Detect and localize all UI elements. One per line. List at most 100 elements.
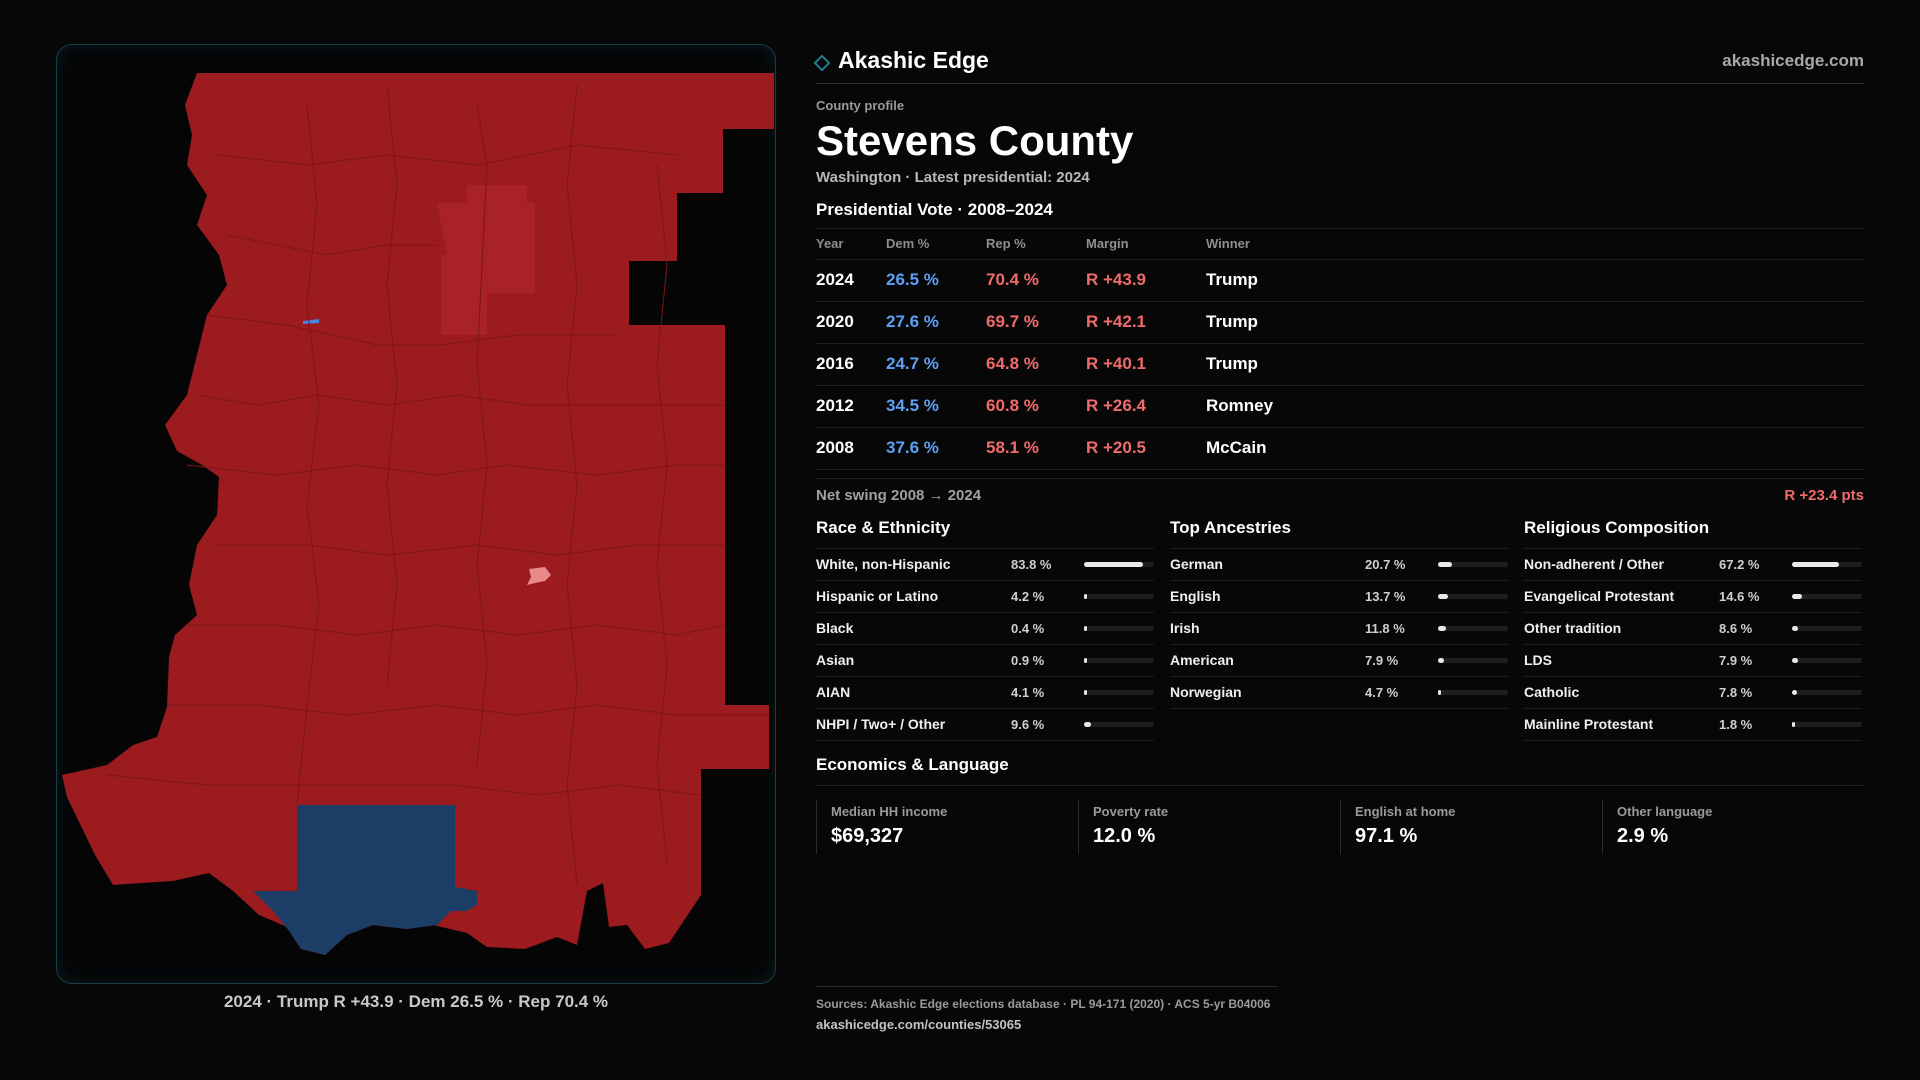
page-title: Stevens County [816,117,1134,164]
econ-value: 97.1 % [1355,824,1418,847]
demo-value: 83.8 % [1011,556,1052,572]
vote-winner: Trump [1206,259,1864,302]
demo-bar-track [1438,689,1508,695]
vote-margin: R +42.1 [1086,301,1206,344]
vote-winner: McCain [1206,427,1864,470]
econ-card: English at home 97.1 % [1340,799,1602,854]
demo-label: German [1170,556,1223,572]
diamond-icon [813,54,831,71]
demo-bar-track [1792,625,1862,631]
precinct-rep-light [437,185,535,335]
demo-bar-track [1084,625,1154,631]
econ-cards: Median HH income $69,327 Poverty rate 12.0 … [816,799,1864,854]
demo-column: Religious Composition Non-adherent / Othe… [1524,518,1862,741]
demo-label: Black [816,620,854,636]
demo-bar-fill [1438,593,1448,599]
page-subtitle: Washington · Latest presidential: 2024 [816,169,1090,186]
demo-value: 7.9 % [1365,652,1399,668]
county-url-link[interactable]: akashicedge.com/counties/53065 [816,1017,1022,1032]
demo-section-title: Top Ancestries [1170,518,1508,549]
demo-bar-fill [1792,657,1798,663]
demo-bar-track [1084,561,1154,567]
brand-name: Akashic Edge [838,47,989,73]
demo-value: 9.6 % [1011,716,1045,732]
econ-card: Poverty rate 12.0 % [1078,799,1340,854]
vote-dem: 34.5 % [886,385,986,428]
demo-row: Irish 11.8 % [1170,613,1508,645]
vote-margin: R +40.1 [1086,343,1206,386]
demo-bar-track [1084,657,1154,663]
vote-table-header: Year Dem % Rep % Margin Winner [816,229,1864,260]
demo-section-title: Race & Ethnicity [816,518,1154,549]
demo-bar-track [1438,657,1508,663]
demo-row: German 20.7 % [1170,549,1508,581]
vote-dem: 26.5 % [886,259,986,302]
demo-bar-fill [1792,721,1795,727]
vote-rep: 60.8 % [986,385,1086,428]
demo-section-title: Religious Composition [1524,518,1862,549]
vote-section-title: Presidential Vote · 2008–2024 [816,200,1864,229]
demo-bar-fill [1438,689,1442,695]
demo-label: Hispanic or Latino [816,588,939,604]
demo-row: Hispanic or Latino 4.2 % [816,581,1154,613]
demo-bar-fill [1792,561,1840,567]
vote-year: 2020 [816,301,886,344]
demo-bar-fill [1084,593,1087,599]
net-swing-row: Net swing 2008 → 2024 R +23.4 pts [816,477,1864,504]
demo-bar-track [1792,721,1862,727]
econ-label: Median HH income [831,803,948,819]
demo-value: 7.8 % [1719,684,1753,700]
demo-row: Asian 0.9 % [816,645,1154,677]
econ-section-title: Economics & Language [816,755,1864,786]
vote-year: 2012 [816,385,886,428]
vote-winner: Romney [1206,385,1864,428]
demo-bar-track [1438,593,1508,599]
vote-row-2016: 2016 24.7 % 64.8 % R +40.1 Trump [816,343,1864,386]
vote-margin: R +43.9 [1086,259,1206,302]
econ-card: Other language 2.9 % [1602,799,1864,854]
demo-bar-fill [1084,721,1091,727]
demo-bar-track [1438,625,1508,631]
vote-margin: R +20.5 [1086,427,1206,470]
demo-value: 0.9 % [1011,652,1045,668]
demo-bar-track [1084,689,1154,695]
demo-label: White, non-Hispanic [816,556,951,572]
demo-value: 20.7 % [1365,556,1406,572]
demo-label: NHPI / Two+ / Other [816,716,946,732]
col-margin: Margin [1086,229,1206,260]
precinct-dem [253,805,477,955]
demo-bar-track [1084,721,1154,727]
demo-row: Mainline Protestant 1.8 % [1524,709,1862,741]
demo-value: 7.9 % [1719,652,1753,668]
demo-row: AIAN 4.1 % [816,677,1154,709]
col-dem: Dem % [886,229,986,260]
demo-bar-fill [1438,657,1444,663]
demo-label: Mainline Protestant [1524,716,1654,732]
demo-row: Evangelical Protestant 14.6 % [1524,581,1862,613]
demo-value: 8.6 % [1719,620,1753,636]
header: Akashic Edge akashicedge.com [813,44,1864,84]
col-year: Year [816,229,886,260]
demo-label: Evangelical Protestant [1524,588,1675,604]
demo-value: 4.1 % [1011,684,1045,700]
brand-logo[interactable]: Akashic Edge [813,47,989,74]
county-shape [62,73,774,955]
brand-url-link[interactable]: akashicedge.com [1722,50,1864,70]
col-winner: Winner [1206,229,1864,260]
demo-bar-fill [1792,625,1799,631]
demo-value: 4.7 % [1365,684,1399,700]
demo-row: English 13.7 % [1170,581,1508,613]
econ-card: Median HH income $69,327 [816,799,1078,854]
vote-dem: 27.6 % [886,301,986,344]
demo-row: Non-adherent / Other 67.2 % [1524,549,1862,581]
demo-label: Other tradition [1524,620,1622,636]
demo-value: 67.2 % [1719,556,1760,572]
demo-value: 1.8 % [1719,716,1753,732]
demo-label: American [1170,652,1234,668]
demo-column: Race & Ethnicity White, non-Hispanic 83.8 … [816,518,1154,741]
vote-dem: 24.7 % [886,343,986,386]
demo-bar-fill [1438,561,1453,567]
county-map[interactable] [56,44,776,984]
demo-row: White, non-Hispanic 83.8 % [816,549,1154,581]
vote-table: Year Dem % Rep % Margin Winner 2024 26.5 … [816,229,1864,470]
